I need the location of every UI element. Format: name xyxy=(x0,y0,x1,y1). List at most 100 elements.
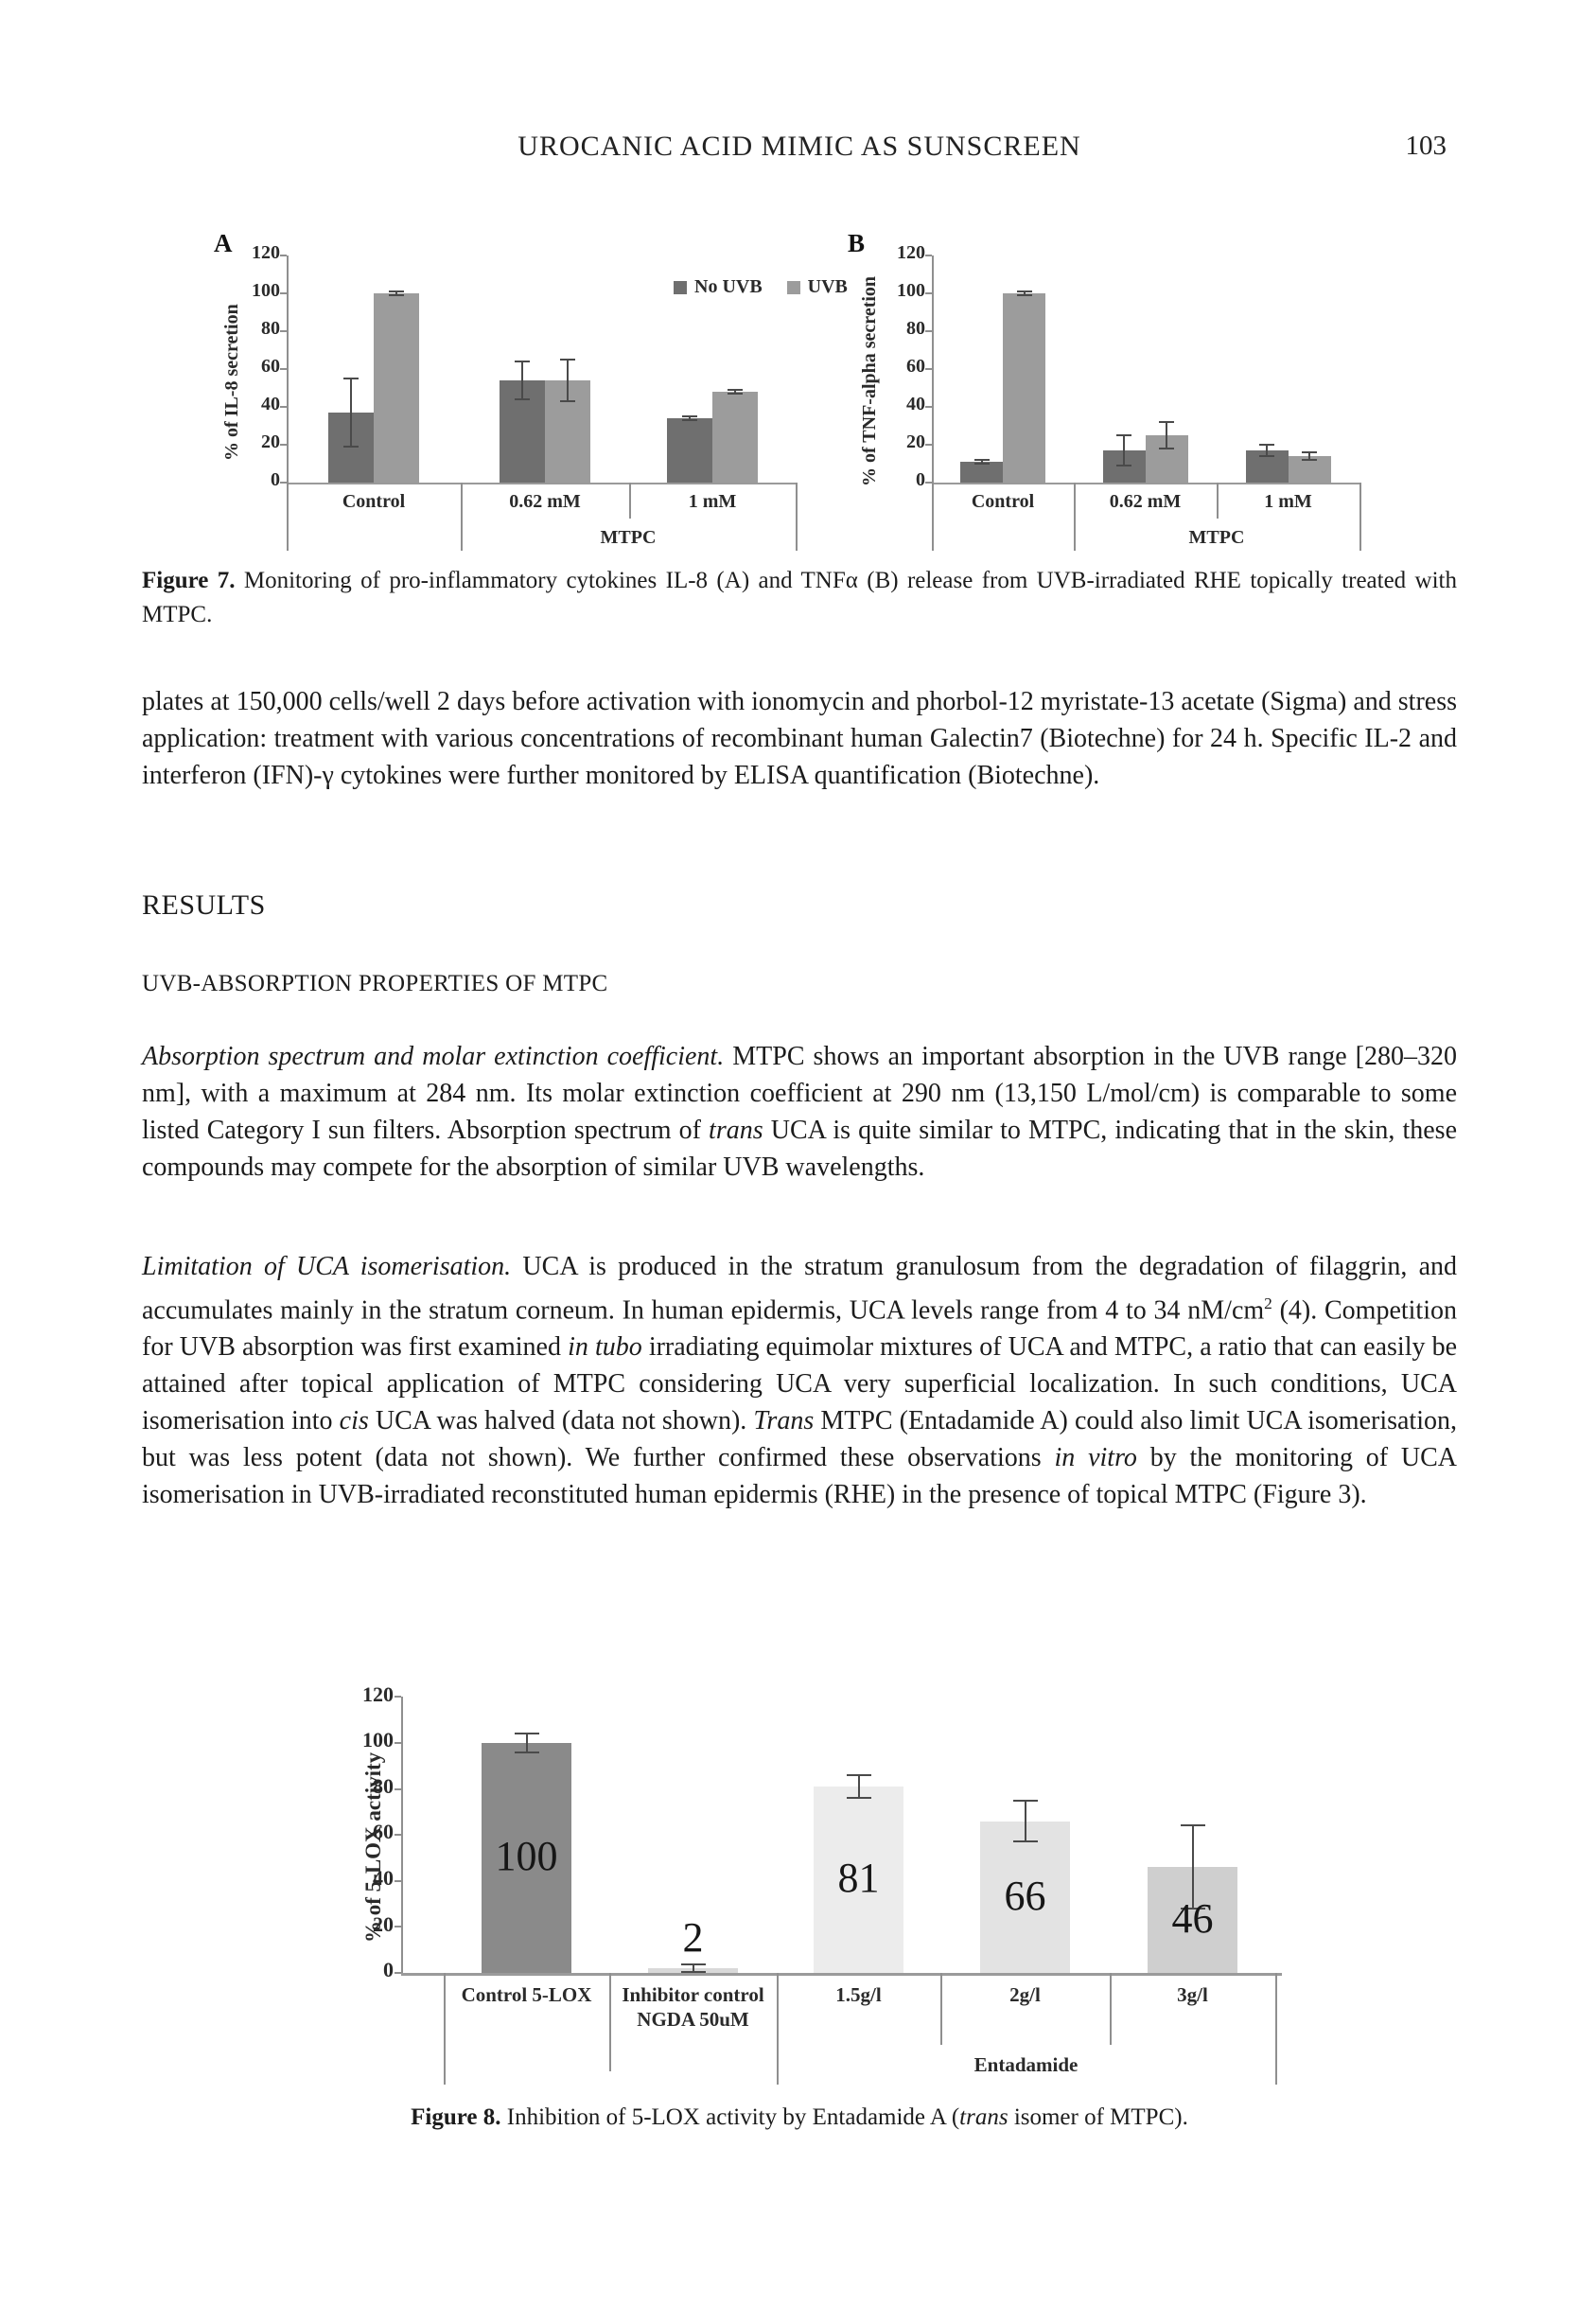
x-category-label-line: Control 5-LOX xyxy=(461,1983,592,2006)
text-segment: in tubo xyxy=(568,1332,642,1363)
error-bar-cap xyxy=(1016,290,1032,292)
y-tick-mark xyxy=(280,482,287,484)
x-separator xyxy=(1359,483,1361,551)
error-bar-line xyxy=(521,361,523,399)
y-tick-label: 20 xyxy=(261,431,280,452)
y-tick-label: 60 xyxy=(906,355,925,377)
y-tick-label: 80 xyxy=(906,317,925,339)
figure7-caption: Figure 7. Monitoring of pro-inflammatory… xyxy=(142,564,1457,632)
y-tick-label: 60 xyxy=(261,355,280,377)
text-segment: irradiating equimolar mixtures of UCA an… xyxy=(142,1332,1458,1436)
error-bar-cap xyxy=(1302,451,1317,453)
body-paragraph-methods: plates at 150,000 cells/well 2 days befo… xyxy=(142,683,1457,794)
error-bar-cap xyxy=(682,419,697,421)
error-bar-cap xyxy=(343,446,359,448)
error-bar-cap xyxy=(1159,448,1174,449)
error-bar-line xyxy=(980,460,983,464)
y-tick-mark xyxy=(925,444,932,446)
body-paragraph-absorption: Absorption spectrum and molar extinction… xyxy=(142,1038,1457,1186)
text-segment: trans xyxy=(709,1116,763,1145)
x-category-label: 2g/l xyxy=(940,1983,1110,2008)
y-tick-label: 0 xyxy=(271,468,280,490)
text-segment: 2 xyxy=(1264,1294,1272,1312)
bar-0 xyxy=(482,1743,571,1973)
x-separator xyxy=(940,1973,942,2045)
text-segment: (4). Competition for UVB absorption was … xyxy=(142,1295,1457,1363)
x-group-label: MTPC xyxy=(1188,527,1245,548)
x-separator xyxy=(629,483,631,519)
error-bar-cap xyxy=(682,415,697,417)
x-axis-line xyxy=(932,483,1359,484)
running-head-title: UROCANIC ACID MIMIC AS SUNSCREEN xyxy=(517,131,1081,162)
results-heading: RESULTS xyxy=(142,889,266,921)
bar-value-label: 81 xyxy=(837,1855,880,1902)
y-tick-mark xyxy=(925,292,932,294)
x-category-label: 1 mM xyxy=(629,490,796,513)
error-bar-cap xyxy=(973,463,990,465)
text-segment: Absorption spectrum and molar extinction… xyxy=(142,1042,725,1071)
x-category-label: Inhibitor control NGDA 50uM xyxy=(609,1983,777,2032)
y-tick-label: 100 xyxy=(252,279,280,301)
x-category-label-line: Control xyxy=(342,491,406,512)
figure7-panel-a-chart: 0 20 40 60 80 100 120 % of IL-8 secretion A Contr… xyxy=(142,225,814,566)
x-category-label: 0.62 mM xyxy=(1074,490,1217,513)
y-tick-mark xyxy=(280,444,287,446)
y-tick-mark xyxy=(280,330,287,332)
error-bar-cap xyxy=(1259,455,1274,457)
error-bar-cap xyxy=(514,1733,539,1735)
x-separator xyxy=(777,1973,779,2085)
error-bar-line xyxy=(857,1775,860,1799)
x-category-label-line: Inhibitor control xyxy=(622,1983,764,2006)
x-category-label: Control 5-LOX xyxy=(444,1983,609,2008)
x-separator xyxy=(1217,483,1219,519)
y-tick-mark xyxy=(280,406,287,408)
bar-uvb xyxy=(712,392,758,483)
text-segment: isomer of MTPC). xyxy=(1008,2104,1188,2130)
legend-item: UVB xyxy=(786,276,848,298)
y-tick-label: 80 xyxy=(373,1773,394,1798)
y-axis-title: % of TNF-alpha secretion xyxy=(859,275,880,487)
bar-no-uvb xyxy=(960,462,1003,483)
error-bar-line xyxy=(1191,1825,1194,1909)
y-axis-title: % of 5-LOX activity xyxy=(361,1752,385,1943)
x-separator xyxy=(444,1973,446,2085)
y-tick-label: 60 xyxy=(373,1820,394,1844)
text-segment: UCA was halved (data not shown). xyxy=(368,1406,754,1436)
error-bar-cap xyxy=(1180,1907,1205,1910)
bar-value-label: 46 xyxy=(1171,1894,1214,1942)
x-group-label: MTPC xyxy=(600,527,657,548)
x-separator xyxy=(609,1973,611,2071)
y-axis-line xyxy=(287,255,289,484)
bar-uvb xyxy=(1003,293,1045,483)
text-segment: Figure 8. xyxy=(411,2104,501,2130)
y-tick-label: 120 xyxy=(362,1681,394,1706)
x-category-label-line: Control xyxy=(971,491,1035,512)
x-separator xyxy=(932,483,934,551)
error-bar-line xyxy=(525,1734,528,1752)
text-segment: UCA is quite similar to MTPC, indicating… xyxy=(142,1116,1457,1182)
error-bar-cap xyxy=(1259,444,1274,446)
error-bar-line xyxy=(350,378,352,447)
x-category-label: 1.5g/l xyxy=(777,1983,940,2008)
y-tick-mark xyxy=(280,255,287,256)
error-bar-cap xyxy=(1116,465,1131,466)
error-bar-cap xyxy=(389,294,404,296)
error-bar-line xyxy=(1123,435,1125,466)
y-tick-label: 40 xyxy=(261,393,280,414)
error-bar-line xyxy=(1266,445,1268,456)
y-tick-mark xyxy=(395,1787,401,1790)
text-segment: Figure 7. xyxy=(142,568,236,593)
y-axis-line xyxy=(932,255,934,484)
y-tick-label: 0 xyxy=(916,468,925,490)
text-segment: Limitation of UCA isomerisation. xyxy=(142,1252,512,1281)
x-category-label: Control xyxy=(932,490,1074,513)
x-group-label: Entadamide xyxy=(973,2053,1079,2076)
error-bar-cap xyxy=(1302,459,1317,461)
error-bar-cap xyxy=(1180,1824,1205,1827)
x-separator xyxy=(796,483,798,551)
y-tick-label: 120 xyxy=(252,241,280,263)
error-bar-cap xyxy=(680,1970,706,1973)
error-bar-line xyxy=(567,360,569,401)
y-tick-label: 100 xyxy=(362,1728,394,1752)
